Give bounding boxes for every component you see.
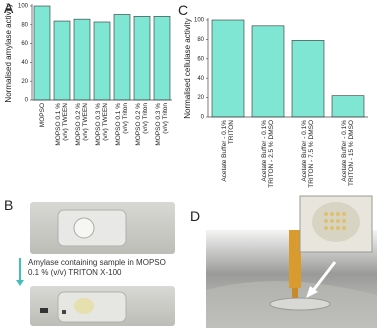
bar: [93, 21, 111, 101]
y-tick-label: 80: [21, 22, 28, 28]
panel-label: A: [4, 0, 14, 16]
y-tick-label: 60: [197, 56, 204, 62]
bar: [33, 5, 51, 101]
y-axis-label: Normalised amylase activity: [4, 3, 13, 102]
y-tick-label: 0: [25, 98, 29, 104]
y-tick-label: 80: [197, 37, 204, 43]
bar: [291, 40, 325, 118]
bar: [153, 16, 171, 101]
photo-d: [206, 195, 377, 328]
x-tick-label: Acetate Buffer - 0.1% TRITON: [221, 120, 235, 182]
x-tick-label: MOPSO 0.1 % (v/v) Triton: [115, 103, 129, 146]
bar: [133, 16, 151, 101]
x-tick-label: Acetate Buffer - 0.1% TRITON - 15 % DMSO: [341, 120, 355, 186]
y-tick-label: 20: [21, 79, 28, 85]
y-tick-label: 100: [18, 4, 29, 10]
x-tick-label: MOPSO 0.2 % (v/v) Triton: [135, 103, 149, 146]
y-tick-label: 100: [194, 18, 205, 24]
x-tick-label: Acetate Buffer - 0.1% TRITON - 7.5 % DMS…: [301, 120, 315, 188]
bar: [113, 14, 131, 101]
y-tick-label: 40: [21, 60, 28, 66]
y-axis-label: Normalised cellulase activity: [183, 18, 192, 118]
bar: [211, 19, 245, 118]
x-tick-label: MOPSO 0.3 % (v/v) TWEEN: [95, 103, 109, 146]
panel-label: D: [190, 208, 201, 224]
panel-label: B: [4, 197, 14, 213]
bar: [73, 18, 91, 101]
bar: [53, 20, 71, 101]
y-tick-label: 60: [21, 41, 28, 47]
y-tick-label: 20: [197, 95, 204, 101]
x-tick-label: MOPSO 0.3 % (v/v) Triton: [155, 103, 169, 146]
photo-caption: Amylase containing sample in MOPSO 0.1 %…: [28, 258, 166, 277]
y-tick-label: 40: [197, 76, 204, 82]
y-tick-label: 0: [201, 115, 205, 121]
x-tick-label: MOPSO: [38, 103, 46, 128]
x-tick-label: MOPSO 0.1 % (v/v) TWEEN: [55, 103, 69, 146]
x-tick-label: Acetate Buffer - 0.1% TRITON - 2.5 % DMS…: [261, 120, 275, 188]
photo-b: [16, 202, 175, 326]
bar: [331, 95, 365, 118]
panel-label: C: [178, 2, 189, 18]
bar: [251, 25, 285, 118]
x-tick-label: MOPSO 0.2 % (v/v) TWEEN: [75, 103, 89, 146]
